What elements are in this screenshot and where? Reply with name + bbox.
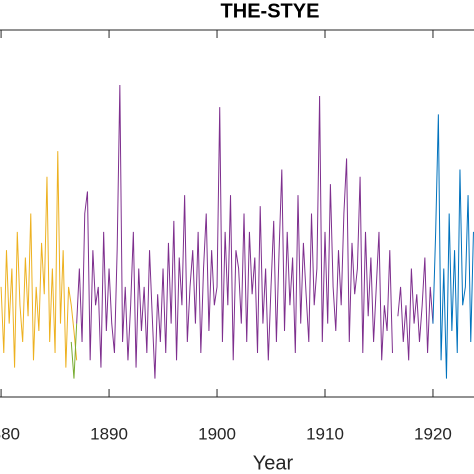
data-line (70, 323, 78, 379)
x-tick-label: 1920 (414, 424, 452, 443)
x-tick-label: 1910 (306, 424, 344, 443)
data-line (432, 114, 474, 379)
data-line (0, 151, 78, 368)
x-tick-label: 1900 (198, 424, 236, 443)
data-line (76, 85, 434, 379)
chart-title: THE-STYE (221, 0, 320, 22)
x-tick-label: 1890 (90, 424, 128, 443)
x-tick-label: 1880 (0, 424, 20, 443)
x-axis-label: Year (253, 452, 294, 474)
